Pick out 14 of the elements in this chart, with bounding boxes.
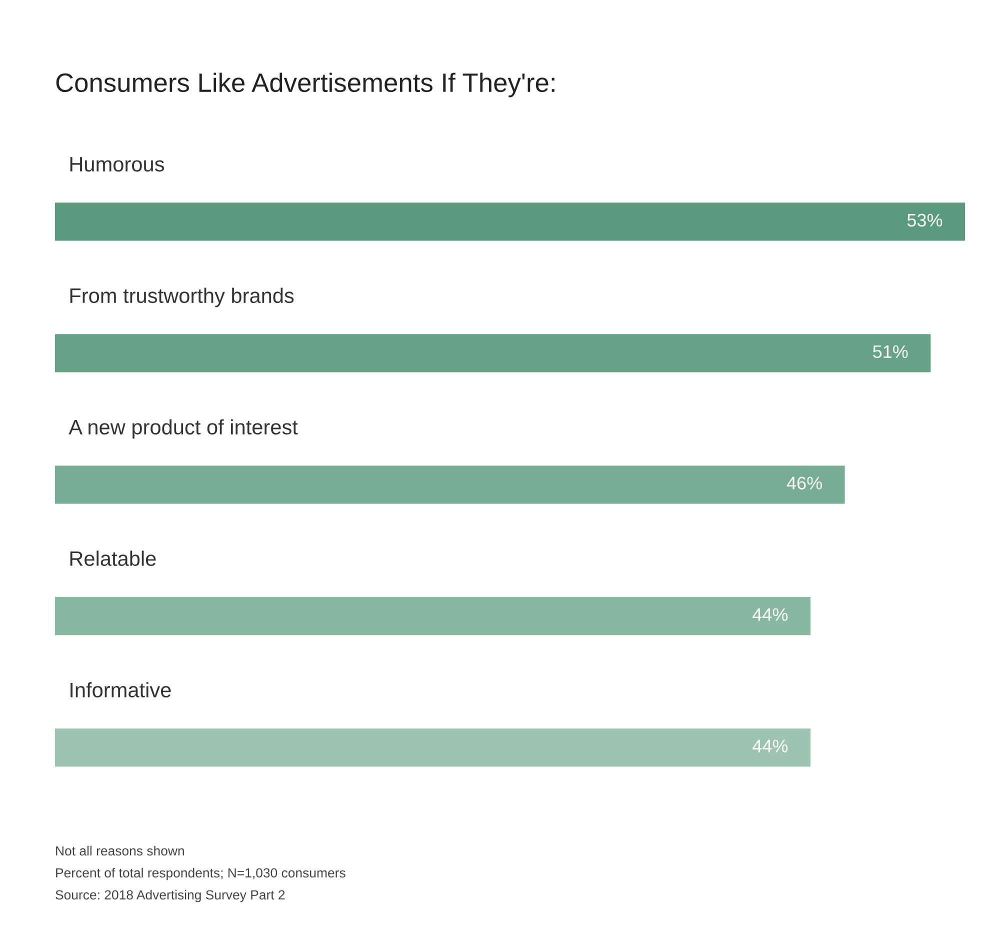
data-label: 44% xyxy=(752,608,788,621)
data-label: 46% xyxy=(786,476,822,490)
data-label: 53% xyxy=(907,214,942,227)
data-label: 44% xyxy=(752,740,788,752)
text: Percent of total respondents; N=1,030 consumers xyxy=(56,868,346,880)
y-tick-label: Relatable xyxy=(70,550,156,566)
text: Not all reasons shown xyxy=(56,846,184,856)
y-tick-label: From trustworthy brands xyxy=(70,288,294,308)
y-tick-label: A new product of interest xyxy=(68,419,298,439)
source-note: Source: 2018 Advertising Survey Part 2 xyxy=(56,890,285,902)
y-tick-label: Informative xyxy=(70,682,171,698)
chart-title: Consumers Like Advertisements If They're: xyxy=(56,72,554,98)
y-tick-label: Humorous xyxy=(70,157,164,172)
data-label: 51% xyxy=(873,345,908,358)
